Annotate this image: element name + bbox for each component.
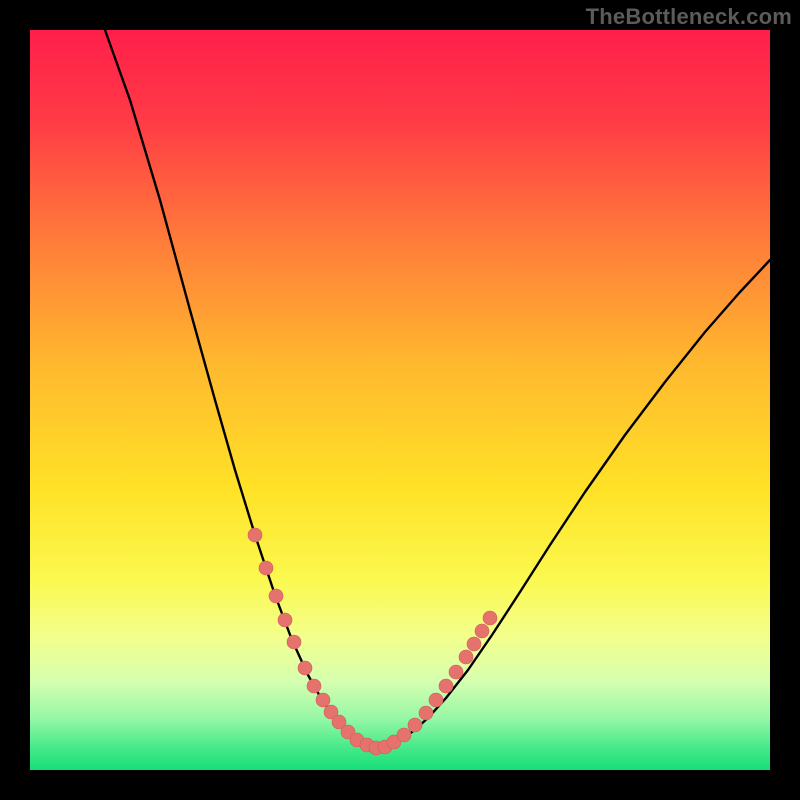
chart-frame: TheBottleneck.com <box>0 0 800 800</box>
marker-dot <box>307 679 321 693</box>
marker-dot <box>475 624 489 638</box>
marker-dot <box>429 693 443 707</box>
curve-left <box>105 30 376 748</box>
marker-dot <box>269 589 283 603</box>
watermark-text: TheBottleneck.com <box>586 4 792 30</box>
marker-dot <box>248 528 262 542</box>
marker-dot <box>467 637 481 651</box>
plot-area <box>30 30 770 770</box>
marker-dot <box>419 706 433 720</box>
marker-dot <box>483 611 497 625</box>
marker-dot <box>278 613 292 627</box>
curve-group <box>105 30 770 748</box>
chart-svg <box>30 30 770 770</box>
marker-dot <box>298 661 312 675</box>
marker-dot <box>397 728 411 742</box>
marker-dot <box>449 665 463 679</box>
marker-dot <box>459 650 473 664</box>
marker-dot <box>259 561 273 575</box>
curve-right <box>376 260 770 748</box>
marker-dot <box>439 679 453 693</box>
marker-group <box>248 528 497 755</box>
marker-dot <box>316 693 330 707</box>
marker-dot <box>287 635 301 649</box>
marker-dot <box>408 718 422 732</box>
